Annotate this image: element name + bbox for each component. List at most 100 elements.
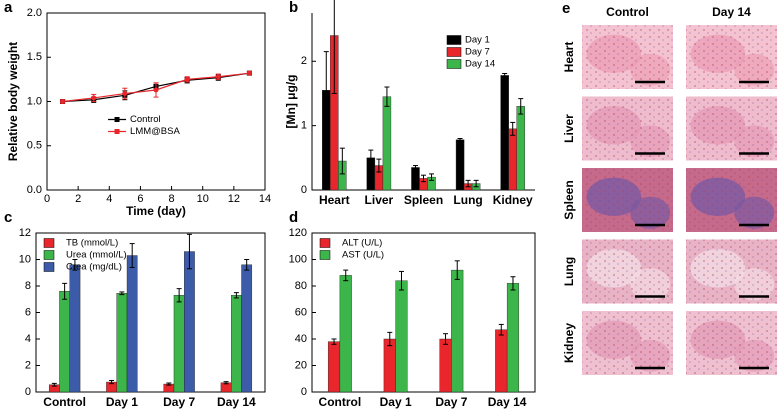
x-tick-label: 10 — [197, 193, 209, 205]
legend-swatch — [446, 35, 462, 45]
error-bar — [387, 331, 393, 347]
marker — [246, 70, 252, 76]
y-tick-label: 0 — [301, 386, 307, 398]
legend-label: Crea (mg/dL) — [66, 262, 122, 273]
legend-label: AST (U/L) — [342, 250, 384, 261]
y-tick-label: 0.5 — [27, 140, 42, 152]
legend-label: Control — [130, 114, 161, 125]
error-bar — [72, 259, 78, 271]
bar — [116, 293, 128, 393]
x-tick-label: Control — [319, 395, 362, 409]
legend-swatch — [446, 59, 462, 69]
bar — [516, 106, 525, 191]
error-bar — [412, 165, 418, 170]
tissue-texture — [582, 239, 673, 304]
legend-label: Day 14 — [465, 59, 495, 70]
error-bar — [51, 382, 57, 387]
tissue-texture — [582, 25, 673, 89]
legend-swatch — [319, 238, 331, 248]
axes — [46, 12, 266, 191]
x-tick-label: Day 14 — [217, 395, 256, 409]
y-tick-label: 0 — [25, 386, 31, 398]
legend-label: Day 7 — [465, 47, 490, 58]
x-tick-label: 0 — [44, 193, 50, 205]
error-bar — [176, 288, 182, 303]
bar — [411, 167, 420, 191]
error-bar — [376, 158, 382, 173]
x-tick-label: Kidney — [493, 193, 533, 207]
tissue-texture — [686, 168, 777, 232]
bar — [495, 329, 508, 393]
legend-marker — [114, 117, 120, 122]
error-bar — [498, 323, 504, 336]
error-bar — [331, 338, 337, 345]
error-bar — [368, 149, 374, 167]
tissue-texture — [686, 25, 777, 89]
tissue-texture — [686, 239, 777, 304]
x-tick-label: Day 7 — [163, 395, 195, 409]
tissue-texture — [582, 168, 673, 232]
x-tick-label: Day 7 — [435, 395, 467, 409]
y-tick-label: 0 — [301, 184, 307, 196]
error-bar — [119, 291, 125, 296]
y-tick-label: 100 — [289, 253, 307, 265]
marker — [153, 87, 159, 93]
legend-label: ALT (U/L) — [342, 238, 382, 249]
bar — [184, 251, 195, 393]
tissue-texture — [582, 96, 673, 161]
panel-letter: e — [562, 0, 570, 17]
bar — [173, 295, 185, 393]
panel-letter: a — [4, 0, 13, 16]
error-bar — [518, 98, 524, 115]
error-bar — [223, 381, 229, 385]
y-tick-label: 1 — [301, 120, 307, 132]
y-tick-label: 80 — [295, 280, 307, 292]
error-bar — [343, 269, 349, 282]
x-tick-label: 6 — [137, 193, 143, 205]
legend-swatch — [43, 250, 55, 260]
x-tick-label: Day 1 — [380, 395, 412, 409]
column-header: Day 14 — [712, 5, 751, 19]
bar — [508, 128, 517, 191]
legend-label: TB (mmol/L) — [66, 238, 118, 249]
legend-swatch — [43, 238, 55, 248]
error-bar — [62, 282, 68, 300]
bar — [500, 75, 509, 191]
error-bar — [443, 333, 449, 345]
bar — [59, 291, 70, 393]
legend-swatch — [319, 250, 331, 260]
bar — [395, 280, 408, 393]
legend-swatch — [43, 262, 55, 272]
error-bar — [465, 179, 471, 188]
y-axis-label: [Mn] μg/g — [284, 75, 298, 129]
panel-letter: d — [289, 209, 298, 226]
bar — [451, 269, 464, 393]
error-bar — [429, 173, 435, 181]
error-bar — [323, 51, 329, 130]
panel-letter: b — [289, 0, 298, 16]
y-tick-label: 2.0 — [27, 7, 42, 19]
y-tick-label: 1.5 — [27, 51, 42, 63]
error-bar — [109, 379, 115, 385]
error-bar — [339, 147, 345, 175]
bar — [383, 338, 396, 393]
bar — [231, 295, 242, 393]
y-axis-label: Relative body weight — [6, 42, 20, 161]
y-tick-label: 4 — [25, 333, 31, 345]
marker — [215, 74, 221, 80]
legend-label: LMM@BSA — [130, 126, 180, 137]
bar — [126, 255, 138, 393]
bar — [382, 96, 392, 191]
bar — [439, 338, 452, 393]
error-bar — [421, 174, 426, 183]
legend-swatch — [446, 47, 462, 57]
legend-label: Urea (mmol/L) — [66, 250, 127, 261]
row-label: Liver — [562, 114, 576, 143]
y-tick-label: 1.0 — [27, 95, 42, 107]
error-bar — [186, 233, 192, 270]
x-tick-label: Day 1 — [106, 395, 138, 409]
y-tick-label: 0.0 — [27, 184, 42, 196]
error-bar — [384, 86, 390, 107]
x-tick-label: 8 — [169, 193, 175, 205]
